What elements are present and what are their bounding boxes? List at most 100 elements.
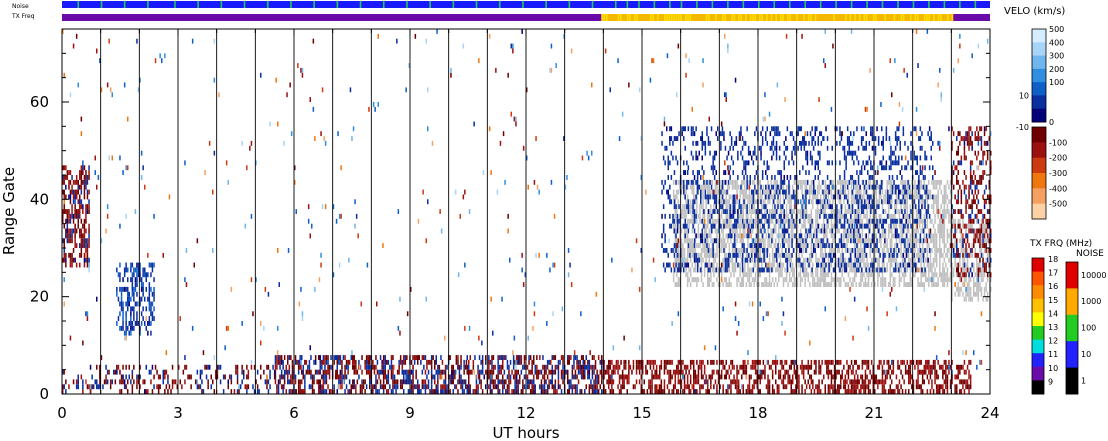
velocity-cell [404,369,407,375]
velocity-cell [819,267,822,273]
velocity-cell [71,209,73,214]
velocity-cell [934,252,936,258]
velocity-cell [904,369,907,375]
velocity-cell [884,277,887,283]
velocity-cell [759,379,761,385]
velocity-cell [796,223,799,229]
velocity-cell [900,189,902,195]
velocity-cell [809,189,811,195]
velocity-cell [79,184,81,190]
velocity-cell [661,213,663,219]
velocity-cell [855,184,857,190]
velocity-cell [883,209,885,214]
velocity-cell [883,267,885,273]
txfreq-flicker [845,14,847,21]
velocity-cell [830,184,833,190]
velocity-cell [844,262,847,268]
velocity-cell [469,389,471,394]
velocity-cell [850,199,853,205]
velocity-cell [140,296,143,302]
velocity-cell [727,282,729,287]
velocity-cell [347,364,349,370]
velocity-cell [745,282,748,287]
velocity-cell [764,277,766,283]
velocity-cell [699,267,701,273]
velocity-cell [852,194,854,200]
velocity-cell [686,218,689,224]
velocity-cell [705,243,707,248]
velocity-cell [432,355,434,360]
velocity-cell [305,369,308,375]
txfreq-flicker [687,14,689,21]
velocity-cell [560,355,563,360]
velocity-cell [810,257,813,263]
velocity-cell [742,248,744,253]
velocity-cell [903,257,905,263]
velocity-cell [858,389,860,394]
velocity-cell [700,194,703,200]
velocity-cell [860,204,862,210]
velocity-cell [412,374,414,380]
velocity-cell [139,325,141,331]
velocity-cell [716,189,718,195]
velocity-cell [809,184,811,190]
velocity-cell [923,238,925,244]
velocity-cell [860,389,862,394]
noise-marker [727,1,729,8]
velocity-cell [83,233,86,239]
velocity-cell [682,389,684,394]
velocity-cell [767,282,769,287]
velocity-cell [898,282,901,287]
velocity-cell [492,379,495,385]
velocity-cell [894,223,896,229]
velocity-cell [946,384,949,390]
velocity-cell [304,359,306,365]
velocity-cell [877,384,879,390]
velocity-cell [827,262,830,268]
velocity-cell [767,238,769,244]
velocity-cell [784,233,786,239]
velocity-cell [736,184,738,190]
velocity-cell [911,243,913,248]
velocity-cell [713,257,715,263]
velocity-cell [935,272,938,278]
velocity-cell [843,277,845,283]
velocity-cell [700,267,703,273]
velocity-cell [901,189,904,195]
velocity-cell [79,262,81,268]
velocity-cell [935,389,938,394]
velocity-cell [580,389,583,394]
velocity-cell [722,364,724,370]
velocity-cell [886,184,888,190]
velocity-cell [322,374,325,380]
velocity-cell [580,374,583,380]
velocity-cell [80,165,83,171]
velocity-cell [686,194,689,200]
velocity-cell [638,364,641,370]
velocity-cell [767,184,769,190]
txfreq-flicker [754,14,757,21]
velocity-cell [821,262,823,268]
velocity-cell [815,282,817,287]
velocity-cell [736,189,738,195]
velocity-cell [661,131,663,137]
velocity-cell [943,194,946,200]
velocity-cell [127,325,129,331]
velocity-cell [827,243,830,248]
velocity-cell [699,364,701,370]
velocity-cell [724,252,726,258]
velocity-cell [83,175,86,180]
velocity-cell [674,369,676,375]
velocity-cell [131,291,134,297]
velocity-cell [491,374,493,380]
velocity-cell [751,267,754,273]
velocity-cell [812,379,814,385]
velocity-cell [66,238,69,244]
velocity-cell [940,252,942,258]
velocity-cell [699,359,701,365]
txfreq-flicker [684,14,687,21]
velocity-cell [911,228,913,234]
velocity-cell [148,369,151,375]
velocity-cell [943,218,946,224]
velocity-cell [273,369,276,375]
